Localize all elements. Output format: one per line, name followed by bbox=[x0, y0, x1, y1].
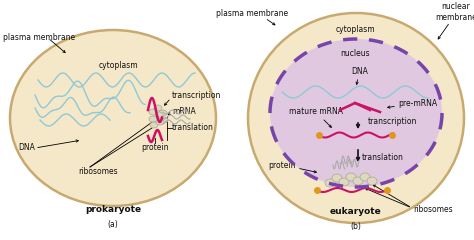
Text: translation: translation bbox=[172, 124, 214, 132]
Text: plasma membrane: plasma membrane bbox=[3, 34, 75, 42]
Text: pre-mRNA: pre-mRNA bbox=[398, 100, 437, 108]
Text: (b): (b) bbox=[351, 222, 362, 230]
Text: transcription: transcription bbox=[172, 91, 221, 101]
Ellipse shape bbox=[10, 30, 216, 206]
Text: DNA: DNA bbox=[352, 67, 368, 77]
Ellipse shape bbox=[332, 174, 342, 182]
Text: ribosomes: ribosomes bbox=[78, 168, 118, 176]
Ellipse shape bbox=[353, 177, 363, 185]
Text: prokaryote: prokaryote bbox=[85, 205, 141, 215]
Ellipse shape bbox=[160, 117, 168, 123]
Ellipse shape bbox=[159, 110, 167, 116]
Text: cytoplasm: cytoplasm bbox=[98, 61, 138, 71]
Ellipse shape bbox=[155, 112, 163, 118]
Text: eukaryote: eukaryote bbox=[330, 208, 382, 216]
Text: DNA: DNA bbox=[18, 144, 35, 152]
Ellipse shape bbox=[248, 13, 464, 223]
Text: protein: protein bbox=[141, 144, 169, 152]
Text: nuclear
membrane: nuclear membrane bbox=[435, 2, 474, 22]
Ellipse shape bbox=[149, 109, 157, 115]
Text: transcription: transcription bbox=[368, 118, 418, 126]
Text: ribosomes: ribosomes bbox=[413, 205, 453, 215]
Text: mature mRNA: mature mRNA bbox=[289, 108, 343, 116]
Ellipse shape bbox=[346, 173, 356, 181]
Ellipse shape bbox=[360, 173, 370, 181]
Ellipse shape bbox=[149, 116, 157, 122]
Text: plasma membrane: plasma membrane bbox=[216, 10, 288, 18]
Text: protein: protein bbox=[268, 161, 296, 169]
Ellipse shape bbox=[339, 178, 349, 186]
Text: cytoplasm: cytoplasm bbox=[335, 25, 375, 35]
Text: translation: translation bbox=[362, 154, 404, 162]
Text: nucleus: nucleus bbox=[340, 48, 370, 58]
Text: mRNA: mRNA bbox=[172, 108, 196, 116]
Ellipse shape bbox=[270, 39, 442, 187]
Text: (a): (a) bbox=[108, 221, 118, 229]
Ellipse shape bbox=[325, 179, 335, 187]
Ellipse shape bbox=[367, 177, 377, 185]
Ellipse shape bbox=[154, 105, 162, 111]
Ellipse shape bbox=[156, 119, 164, 125]
Ellipse shape bbox=[150, 122, 158, 128]
